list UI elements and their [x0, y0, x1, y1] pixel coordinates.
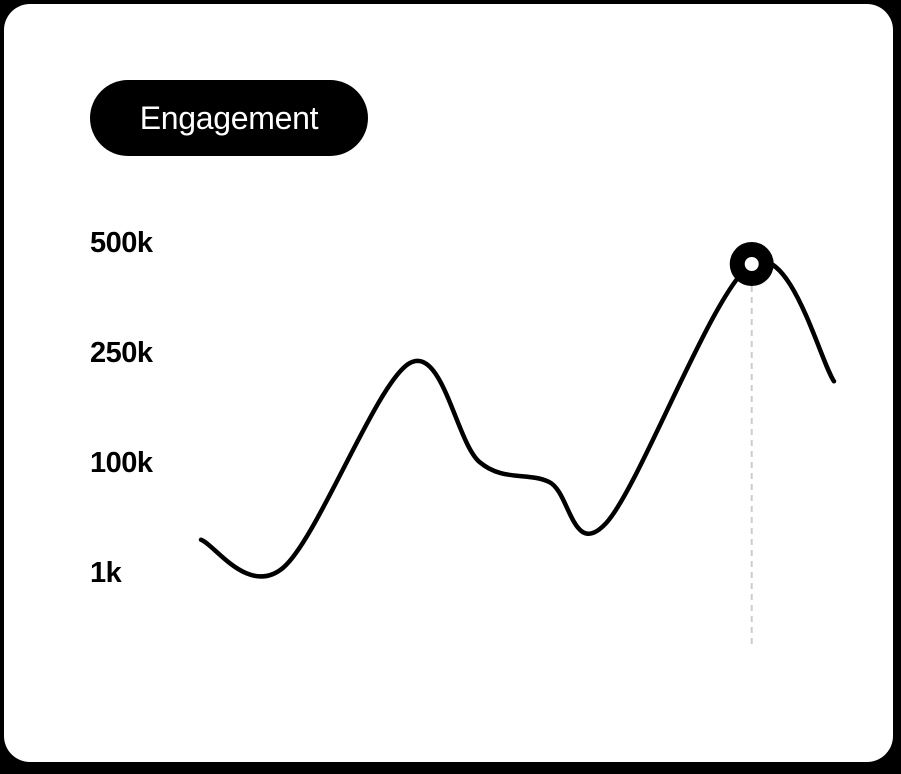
y-tick-label: 500k — [90, 227, 153, 259]
chart-title: Engagement — [139, 99, 319, 136]
y-tick-label: 1k — [90, 557, 122, 589]
chart-title-pill: Engagement — [90, 80, 368, 156]
highlight-point-center — [744, 257, 759, 271]
line-chart — [198, 242, 837, 644]
y-tick-label: 250k — [90, 337, 153, 369]
chart-card: Engagement 500k 250k 100k 1k — [4, 4, 893, 762]
series-line — [198, 258, 837, 579]
y-tick-label: 100k — [90, 447, 153, 479]
